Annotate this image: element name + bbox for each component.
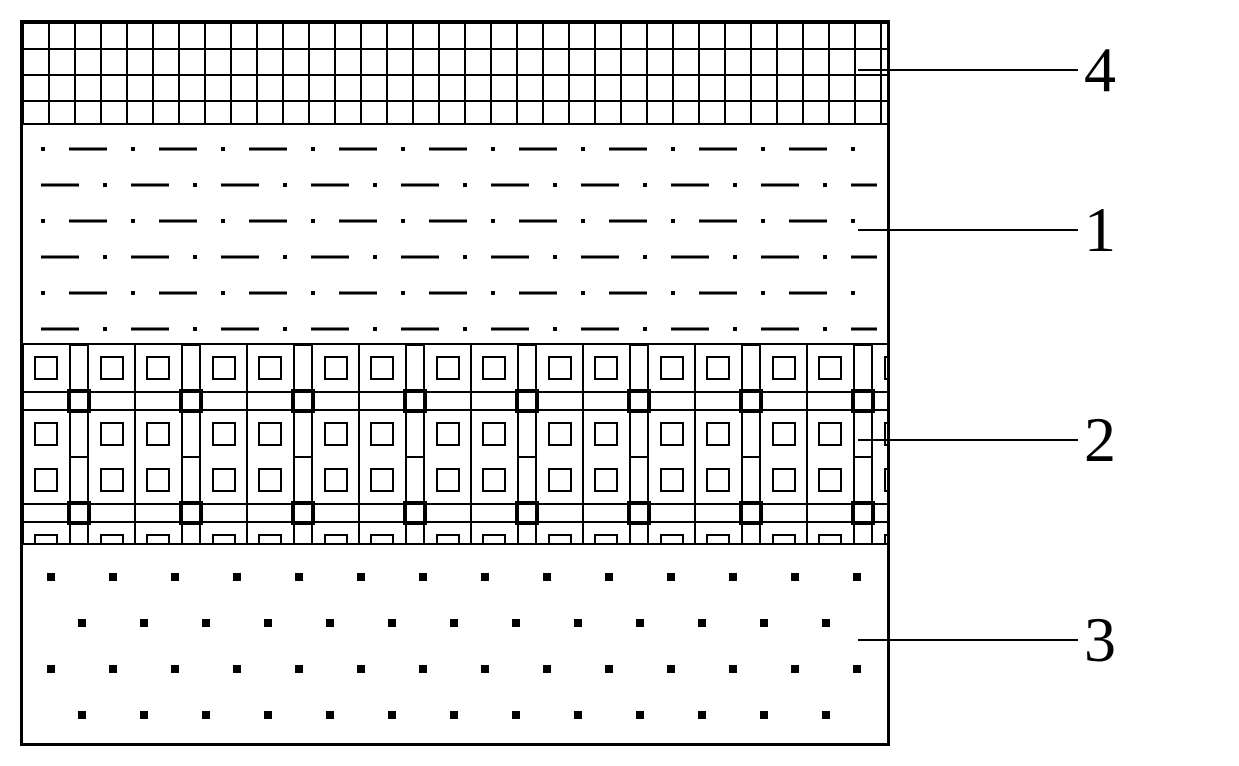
layer-1 [23,123,887,343]
layer-label-text: 1 [1078,198,1116,262]
label-row-3: 3 [858,608,1116,672]
leader-line [858,639,1078,641]
leader-line [858,229,1078,231]
diagram-wrapper: 4 1 2 3 [20,20,1219,746]
layer-label-text: 4 [1078,38,1116,102]
label-row-2: 2 [858,408,1116,472]
layer-3 [23,543,887,743]
label-row-4: 4 [858,38,1116,102]
layer-label-text: 3 [1078,608,1116,672]
layer-4 [23,23,887,123]
label-row-1: 1 [858,198,1116,262]
layer-stack [20,20,890,746]
leader-line [858,69,1078,71]
leader-line [858,439,1078,441]
layer-2 [23,343,887,543]
layer-label-text: 2 [1078,408,1116,472]
